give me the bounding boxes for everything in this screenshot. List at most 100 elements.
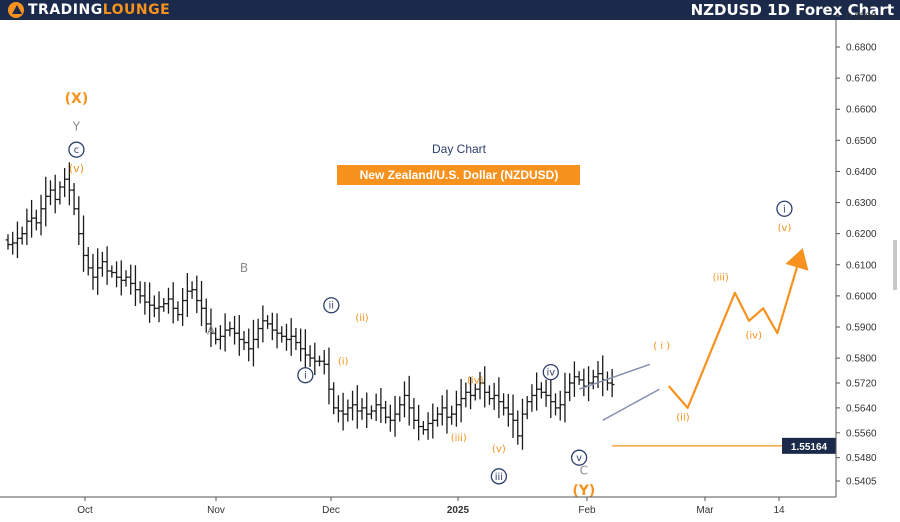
ohlc-bar: [19, 226, 25, 245]
ohlc-bar: [515, 410, 521, 445]
y-tick-label: 0.6200: [846, 229, 877, 240]
wave-label-text: (v): [778, 223, 792, 234]
wave-label: ii: [323, 297, 340, 314]
ohlc-bar: [10, 231, 16, 255]
wave-label-text: iii: [495, 472, 503, 483]
logo-text-a: TRADING: [28, 2, 103, 18]
wave-label-text: (i): [338, 357, 349, 368]
wave-circle: [490, 468, 508, 485]
ohlc-bar: [411, 398, 417, 430]
wave-label: (v): [492, 444, 506, 455]
ohlc-bar: [388, 404, 393, 432]
ohlc-bar: [203, 298, 209, 333]
y-tick-label: 0.5480: [846, 453, 877, 464]
wave-labels: (X) Yc (v) B Aii (ii) (i) i (iv) (iii) (v) iii iv vC (…: [65, 91, 793, 499]
ohlc-bar: [274, 313, 280, 349]
wave-label-text: v: [576, 453, 582, 464]
ohlc-bar: [345, 399, 351, 422]
current-price-label: 1.55164: [791, 442, 828, 453]
ohlc-bar: [222, 313, 228, 352]
ohlc-bar: [57, 181, 63, 205]
ohlc-bar: [29, 199, 34, 238]
wave-label-text: c: [74, 145, 80, 156]
ohlc-bar: [435, 407, 440, 427]
y-tick-label: 0.6000: [846, 291, 877, 302]
wedge-trendline: [578, 363, 651, 390]
wave-label: (v): [778, 223, 792, 234]
y-tick-label: 0.6900: [846, 11, 877, 22]
ohlc-bar: [180, 287, 185, 326]
wave-label: (i): [338, 357, 349, 368]
ohlc-bar: [213, 327, 218, 345]
ohlc-bar: [557, 390, 563, 421]
wave-label-text: i: [783, 204, 786, 215]
wedge-trendline: [602, 388, 660, 421]
ohlc-bar: [331, 382, 336, 415]
wave-label: (iv): [467, 375, 484, 386]
instrument-badge: [337, 165, 580, 185]
wave-label: i: [297, 367, 314, 384]
ohlc-bar: [364, 392, 370, 428]
x-tick-label: 2025: [447, 505, 470, 516]
wave-label: A: [207, 323, 216, 337]
ohlc-bar: [76, 196, 82, 246]
ohlc-bar: [496, 377, 502, 419]
ohlc-bar: [539, 382, 544, 399]
projection-arrow-head: [785, 248, 809, 271]
ohlc-bar: [354, 385, 360, 429]
wave-label: iii: [490, 468, 508, 485]
ohlc-bar: [605, 371, 610, 391]
y-tick-label: 0.6600: [846, 105, 877, 116]
wave-label: iv: [542, 363, 559, 381]
ohlc-bar: [439, 395, 445, 426]
wave-label-text: ( i ): [653, 341, 670, 352]
ohlc-bar: [43, 176, 49, 227]
ohlc-bar: [463, 382, 469, 408]
y-tick-label: 0.6700: [846, 74, 877, 85]
ohlc-bar: [52, 174, 58, 214]
y-tick-label: 0.6800: [846, 43, 877, 54]
ohlc-bar: [487, 385, 492, 405]
ohlc-bar: [118, 260, 124, 296]
ohlc-bar: [123, 270, 129, 287]
ohlc-bar: [161, 298, 167, 312]
ohlc-bar: [284, 323, 289, 351]
ohlc-bar: [590, 369, 596, 390]
wave-label: (iii): [451, 433, 467, 444]
ohlc-bar: [260, 305, 266, 343]
price-box: [782, 437, 836, 454]
ohlc-bar: [586, 366, 591, 402]
wave-label-text: (v): [69, 162, 84, 175]
ohlc-bar: [501, 393, 506, 416]
wave-label-text: (iii): [451, 433, 467, 444]
ohlc-bar: [524, 396, 530, 420]
ohlc-bar: [137, 281, 143, 304]
y-tick-label: 0.5560: [846, 428, 877, 439]
ohlc-bar: [317, 355, 322, 367]
ohlc-bar: [548, 377, 554, 419]
ohlc-bar: [581, 368, 587, 397]
ohlc-bar: [62, 168, 67, 198]
x-tick-label: 14: [773, 505, 785, 516]
wave-label: (ii): [355, 313, 368, 324]
ohlc-bar: [114, 261, 119, 288]
ohlc-bar: [340, 392, 346, 431]
y-tick-label: 0.6300: [846, 198, 877, 209]
ohlc-bar: [170, 282, 176, 324]
ohlc-bar: [15, 221, 20, 259]
ohlc-bar: [147, 282, 152, 323]
wave-label: (ii): [676, 413, 689, 424]
chart-title: NZDUSD 1D Forex Chart: [690, 1, 894, 19]
ohlc-bar: [595, 361, 601, 389]
ohlc-bar: [482, 366, 488, 408]
ohlc-bar: [397, 396, 403, 422]
ohlc-bar: [491, 382, 497, 410]
ohlc-bar: [510, 394, 516, 438]
wave-label: c: [68, 141, 85, 158]
logo-icon: [8, 2, 24, 18]
wave-label: (iv): [746, 330, 763, 341]
ohlc-bar: [373, 393, 379, 422]
wave-label: (Y): [572, 483, 595, 499]
ohlc-bar: [506, 393, 511, 427]
